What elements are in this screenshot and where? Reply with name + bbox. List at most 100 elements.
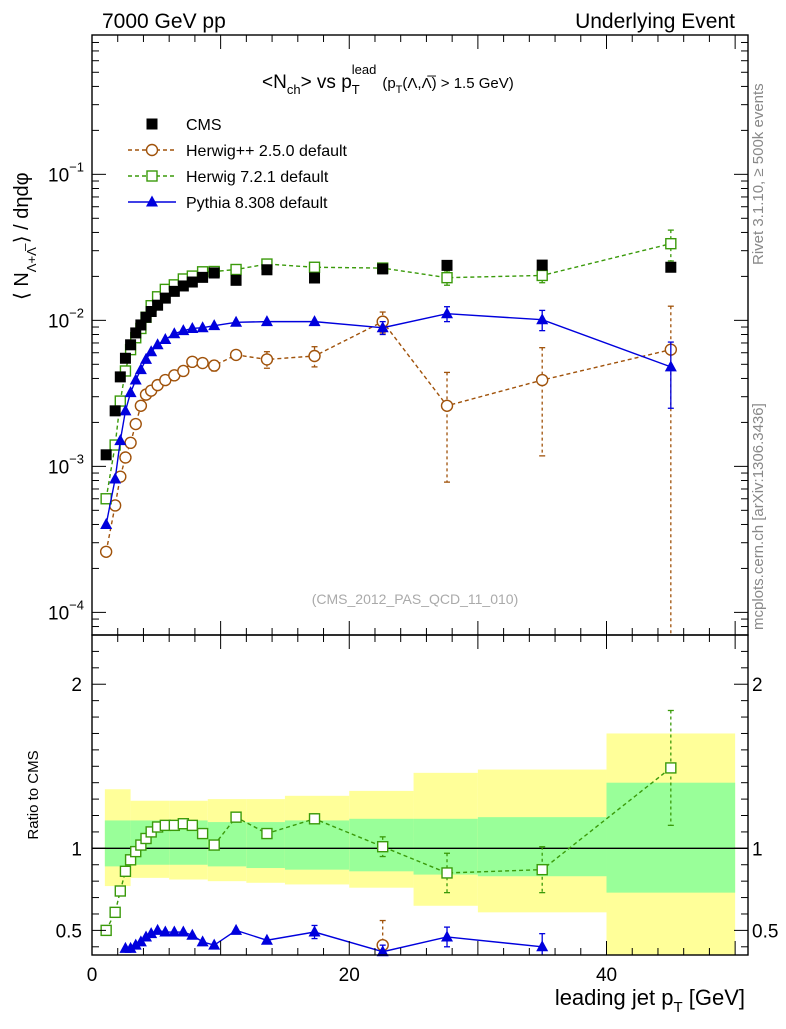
mcplots-label: mcplots.cern.ch [arXiv:1306.3436]	[750, 403, 767, 630]
legend-marker-herwigpp	[145, 143, 159, 157]
ratio-point-herwig7-2	[114, 885, 126, 897]
main-ytick-label-2: 10−2	[48, 305, 84, 332]
main-point-cms-17	[261, 264, 273, 276]
ratio-frame	[91, 634, 749, 956]
main-point-pythia-5	[129, 373, 142, 385]
ratio-series-herwig7	[100, 709, 677, 937]
ratio-point-pythia-2	[129, 938, 142, 950]
main-point-herwig7-0	[100, 493, 112, 505]
main-point-herwigpp-12	[177, 364, 190, 378]
main-point-herwigpp-15	[207, 359, 221, 372]
ratio-point-pythia-16	[376, 945, 389, 957]
ratio-ytick-label-l-2: 2	[71, 675, 82, 696]
ratio-series-pythia	[119, 923, 549, 957]
main-point-cms-22	[665, 261, 677, 273]
main-point-cms-3	[119, 352, 131, 364]
ratio-point-pythia-12	[208, 938, 221, 950]
header-left: 7000 GeV pp	[102, 10, 226, 33]
main-point-cms-16	[230, 274, 242, 286]
main-point-herwig7-22	[665, 237, 677, 250]
main-point-cms-13	[186, 276, 198, 288]
legend-label-herwigpp: Herwig++ 2.5.0 default	[186, 143, 348, 160]
main-plot-layer	[99, 229, 678, 635]
main-ytick-base-2: 10	[48, 311, 69, 332]
ratio-point-pythia-9	[177, 925, 190, 937]
main-point-herwigpp-20	[440, 399, 454, 412]
main-series-herwigpp	[99, 305, 678, 635]
ratio-point-herwig7-3	[119, 865, 132, 878]
main-point-pythia-4	[124, 386, 137, 398]
title-subT: T	[352, 82, 360, 97]
ratio-point-herwig7-18	[308, 813, 321, 825]
ratio-point-pythia-8	[168, 925, 181, 937]
main-point-herwigpp-0	[99, 545, 113, 558]
main-point-herwig7-21	[536, 269, 548, 282]
main-point-herwig7-2	[114, 395, 126, 407]
ratio-point-pythia-17	[441, 930, 454, 942]
ratio-point-herwig7-15	[208, 839, 220, 851]
main-point-cms-11	[168, 285, 180, 297]
ratio-point-pythia-10	[186, 928, 199, 940]
ratio-ytick-label-r-2: 2	[752, 675, 763, 696]
main-point-pythia-1	[109, 472, 122, 484]
main-point-pythia-15	[208, 319, 221, 331]
main-point-cms-4	[125, 339, 137, 351]
ratio-point-pythia-5	[145, 927, 158, 939]
main-point-cms-21	[536, 259, 548, 271]
main-point-pythia-22	[664, 360, 677, 372]
ratio-point-pythia-15	[308, 925, 321, 937]
xlabel-main: leading jet p	[555, 985, 674, 1010]
main-series-pythia	[100, 306, 677, 529]
legend-label-pythia: Pythia 8.308 default	[186, 195, 328, 212]
main-point-herwigpp-17	[260, 353, 274, 366]
main-point-pythia-21	[536, 313, 549, 325]
main-point-herwigpp-18	[308, 349, 321, 363]
main-point-pythia-9	[151, 338, 164, 350]
main-point-cms-19	[377, 263, 389, 275]
main-point-pythia-13	[186, 321, 199, 333]
main-point-cms-18	[309, 272, 321, 284]
main-point-pythia-2	[114, 434, 127, 446]
main-ylabel-sub: Λ+Λ̅	[24, 243, 39, 272]
main-point-pythia-19	[376, 321, 389, 333]
x-tick-label-0: 0	[87, 965, 98, 986]
main-point-cms-0	[100, 449, 112, 461]
main-point-pythia-12	[177, 324, 190, 336]
x-tick-label-2: 40	[596, 965, 617, 986]
main-point-pythia-11	[168, 327, 181, 339]
main-point-herwigpp-14	[196, 356, 209, 370]
ratio-point-pythia-11	[196, 935, 209, 947]
main-ytick-label-1: 10−3	[48, 451, 84, 478]
ratio-point-herwig7-21	[536, 863, 548, 876]
legend-marker-pythia	[146, 195, 158, 207]
main-point-pythia-18	[308, 315, 321, 327]
ratio-point-herwig7-19	[376, 840, 389, 853]
band-inner-7	[413, 818, 478, 875]
x-axis-label: leading jet pT [GeV]	[555, 985, 745, 1016]
main-point-pythia-6	[134, 363, 147, 375]
ratio-ytick-label-l-1: 1	[71, 839, 82, 860]
main-ytick-base-0: 10	[48, 603, 69, 624]
legend-label-cms: CMS	[186, 117, 222, 134]
main-point-herwig7-20	[441, 271, 453, 284]
ratio-point-herwig7-20	[441, 867, 453, 879]
legend-entry-pythia: Pythia 8.308 default	[128, 195, 328, 212]
ratio-point-pythia-4	[140, 930, 153, 942]
ratio-ytick-label-r-0: 0.5	[752, 921, 778, 942]
main-point-herwigpp-6	[134, 399, 148, 412]
main-ylabel: ⟨ NΛ+Λ̅⟩ / dηdφ	[11, 172, 39, 300]
main-point-cms-2	[114, 371, 126, 383]
ratio-plot-layer	[100, 709, 677, 957]
main-point-pythia-7	[140, 352, 153, 364]
ratio-point-pythia-13	[230, 923, 243, 935]
main-point-pythia-20	[441, 307, 454, 319]
main-point-cms-15	[208, 267, 220, 279]
title-cutrest: (Λ,Λ̅) > 1.5 GeV)	[402, 75, 513, 92]
main-point-pythia-16	[230, 315, 243, 327]
main-point-pythia-14	[196, 321, 209, 333]
main-ytick-exp-1: −3	[69, 451, 84, 466]
main-point-herwigpp-13	[186, 355, 199, 369]
main-ytick-exp-0: −4	[69, 597, 84, 612]
